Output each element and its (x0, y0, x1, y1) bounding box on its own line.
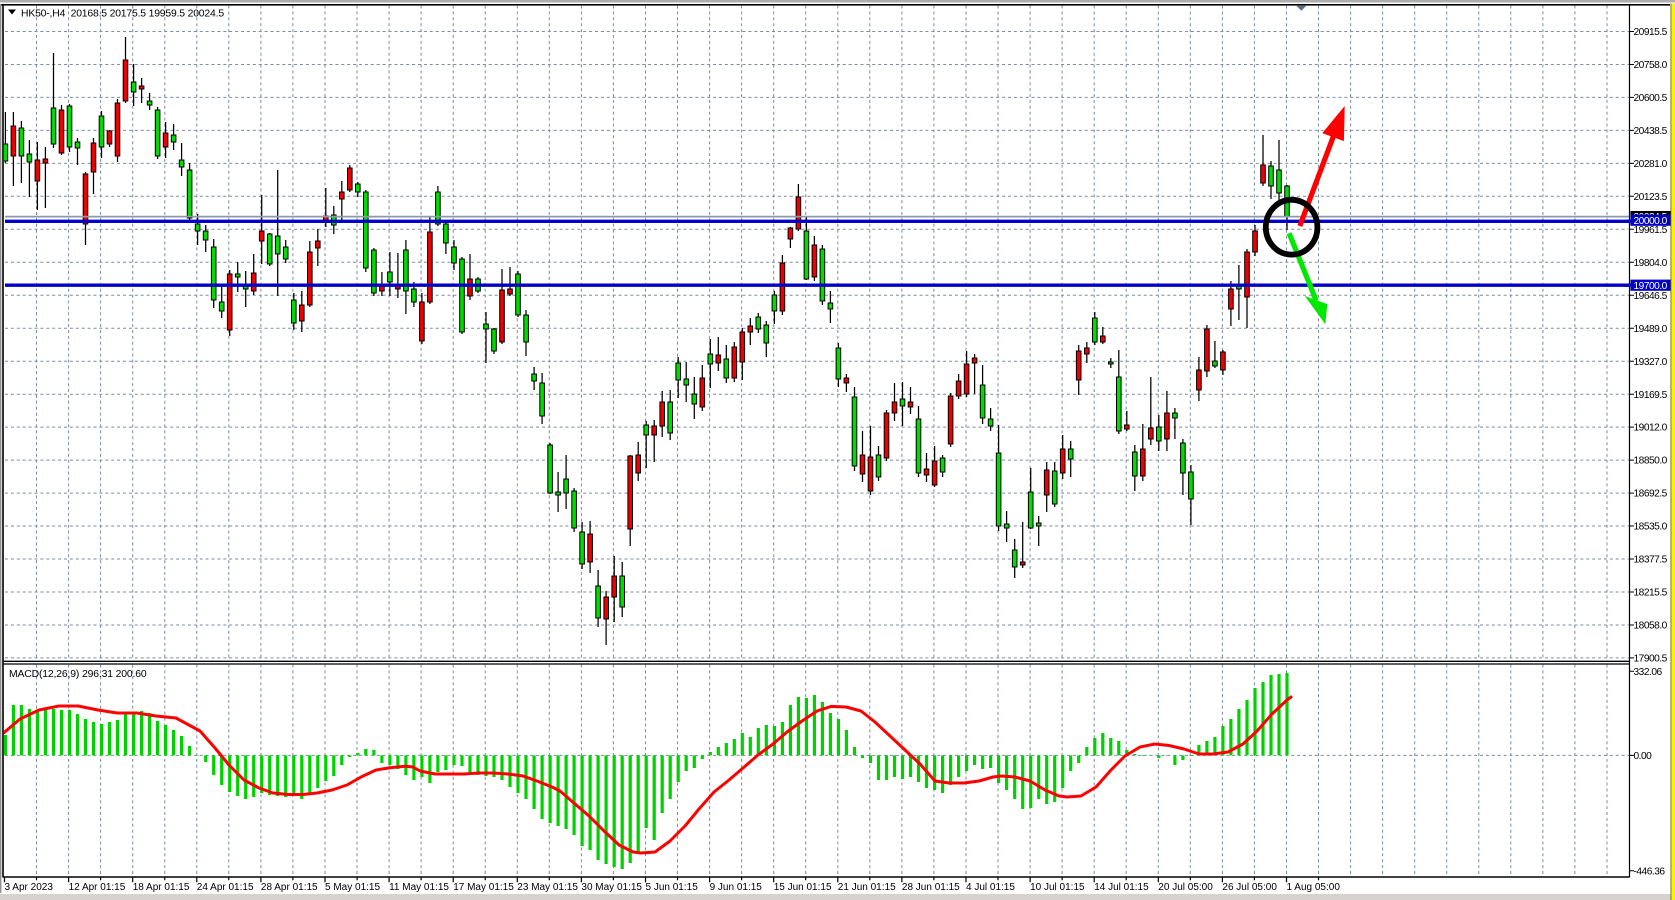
svg-text:19646.5: 19646.5 (1634, 291, 1668, 302)
svg-text:28 Apr 01:15: 28 Apr 01:15 (261, 882, 318, 893)
svg-text:18535.0: 18535.0 (1634, 522, 1668, 533)
svg-text:-446.36: -446.36 (1634, 866, 1666, 877)
svg-text:15 Jun 01:15: 15 Jun 01:15 (774, 882, 832, 893)
svg-text:MACD(12,26,9) 296.31 200.60: MACD(12,26,9) 296.31 200.60 (9, 669, 147, 680)
svg-text:28 Jun 01:15: 28 Jun 01:15 (902, 882, 960, 893)
svg-text:11 May 01:15: 11 May 01:15 (389, 882, 449, 893)
svg-text:19327.0: 19327.0 (1634, 357, 1668, 368)
svg-text:10 Jul 01:15: 10 Jul 01:15 (1030, 882, 1085, 893)
svg-text:21 Jun 01:15: 21 Jun 01:15 (838, 882, 896, 893)
svg-text:20438.5: 20438.5 (1634, 126, 1668, 137)
svg-text:332.06: 332.06 (1634, 667, 1663, 678)
svg-text:20600.5: 20600.5 (1634, 93, 1668, 104)
svg-text:20915.5: 20915.5 (1634, 27, 1668, 38)
svg-text:17 May 01:15: 17 May 01:15 (453, 882, 514, 893)
svg-text:18850.0: 18850.0 (1634, 456, 1668, 467)
svg-text:12 Apr 01:15: 12 Apr 01:15 (69, 882, 126, 893)
svg-text:19700.0: 19700.0 (1634, 281, 1668, 292)
svg-text:30 May 01:15: 30 May 01:15 (581, 882, 642, 893)
svg-text:20281.0: 20281.0 (1634, 159, 1668, 170)
svg-text:5 Jun 01:15: 5 Jun 01:15 (646, 882, 699, 893)
svg-text:14 Jul 01:15: 14 Jul 01:15 (1094, 882, 1149, 893)
svg-text:26 Jul 05:00: 26 Jul 05:00 (1222, 882, 1277, 893)
svg-text:3 Apr 2023: 3 Apr 2023 (5, 882, 54, 893)
svg-text:0.00: 0.00 (1634, 751, 1653, 762)
svg-text:19961.5: 19961.5 (1634, 225, 1668, 236)
svg-text:18692.5: 18692.5 (1634, 489, 1668, 500)
svg-text:18215.5: 18215.5 (1634, 588, 1668, 599)
svg-text:19804.0: 19804.0 (1634, 258, 1668, 269)
svg-text:4 Jul 01:15: 4 Jul 01:15 (966, 882, 1015, 893)
svg-text:18 Apr 01:15: 18 Apr 01:15 (133, 882, 190, 893)
svg-text:20123.5: 20123.5 (1634, 192, 1668, 203)
svg-text:19012.0: 19012.0 (1634, 423, 1668, 434)
svg-text:20000.0: 20000.0 (1634, 216, 1668, 227)
svg-text:24 Apr 01:15: 24 Apr 01:15 (197, 882, 254, 893)
svg-text:20 Jul 05:00: 20 Jul 05:00 (1158, 882, 1213, 893)
svg-text:5 May 01:15: 5 May 01:15 (325, 882, 380, 893)
svg-text:19489.0: 19489.0 (1634, 324, 1668, 335)
svg-text:1 Aug 05:00: 1 Aug 05:00 (1287, 882, 1341, 893)
svg-text:9 Jun 01:15: 9 Jun 01:15 (710, 882, 763, 893)
svg-text:18058.0: 18058.0 (1634, 621, 1668, 632)
svg-text:23 May 01:15: 23 May 01:15 (517, 882, 578, 893)
svg-text:18377.5: 18377.5 (1634, 555, 1668, 566)
svg-text:19169.5: 19169.5 (1634, 390, 1668, 401)
svg-text:HK50-,H4 20168.5 20175.5 1995: HK50-,H4 20168.5 20175.5 19959.5 20024.5 (21, 8, 224, 19)
svg-text:17900.5: 17900.5 (1634, 654, 1668, 665)
svg-text:20758.0: 20758.0 (1634, 60, 1668, 71)
